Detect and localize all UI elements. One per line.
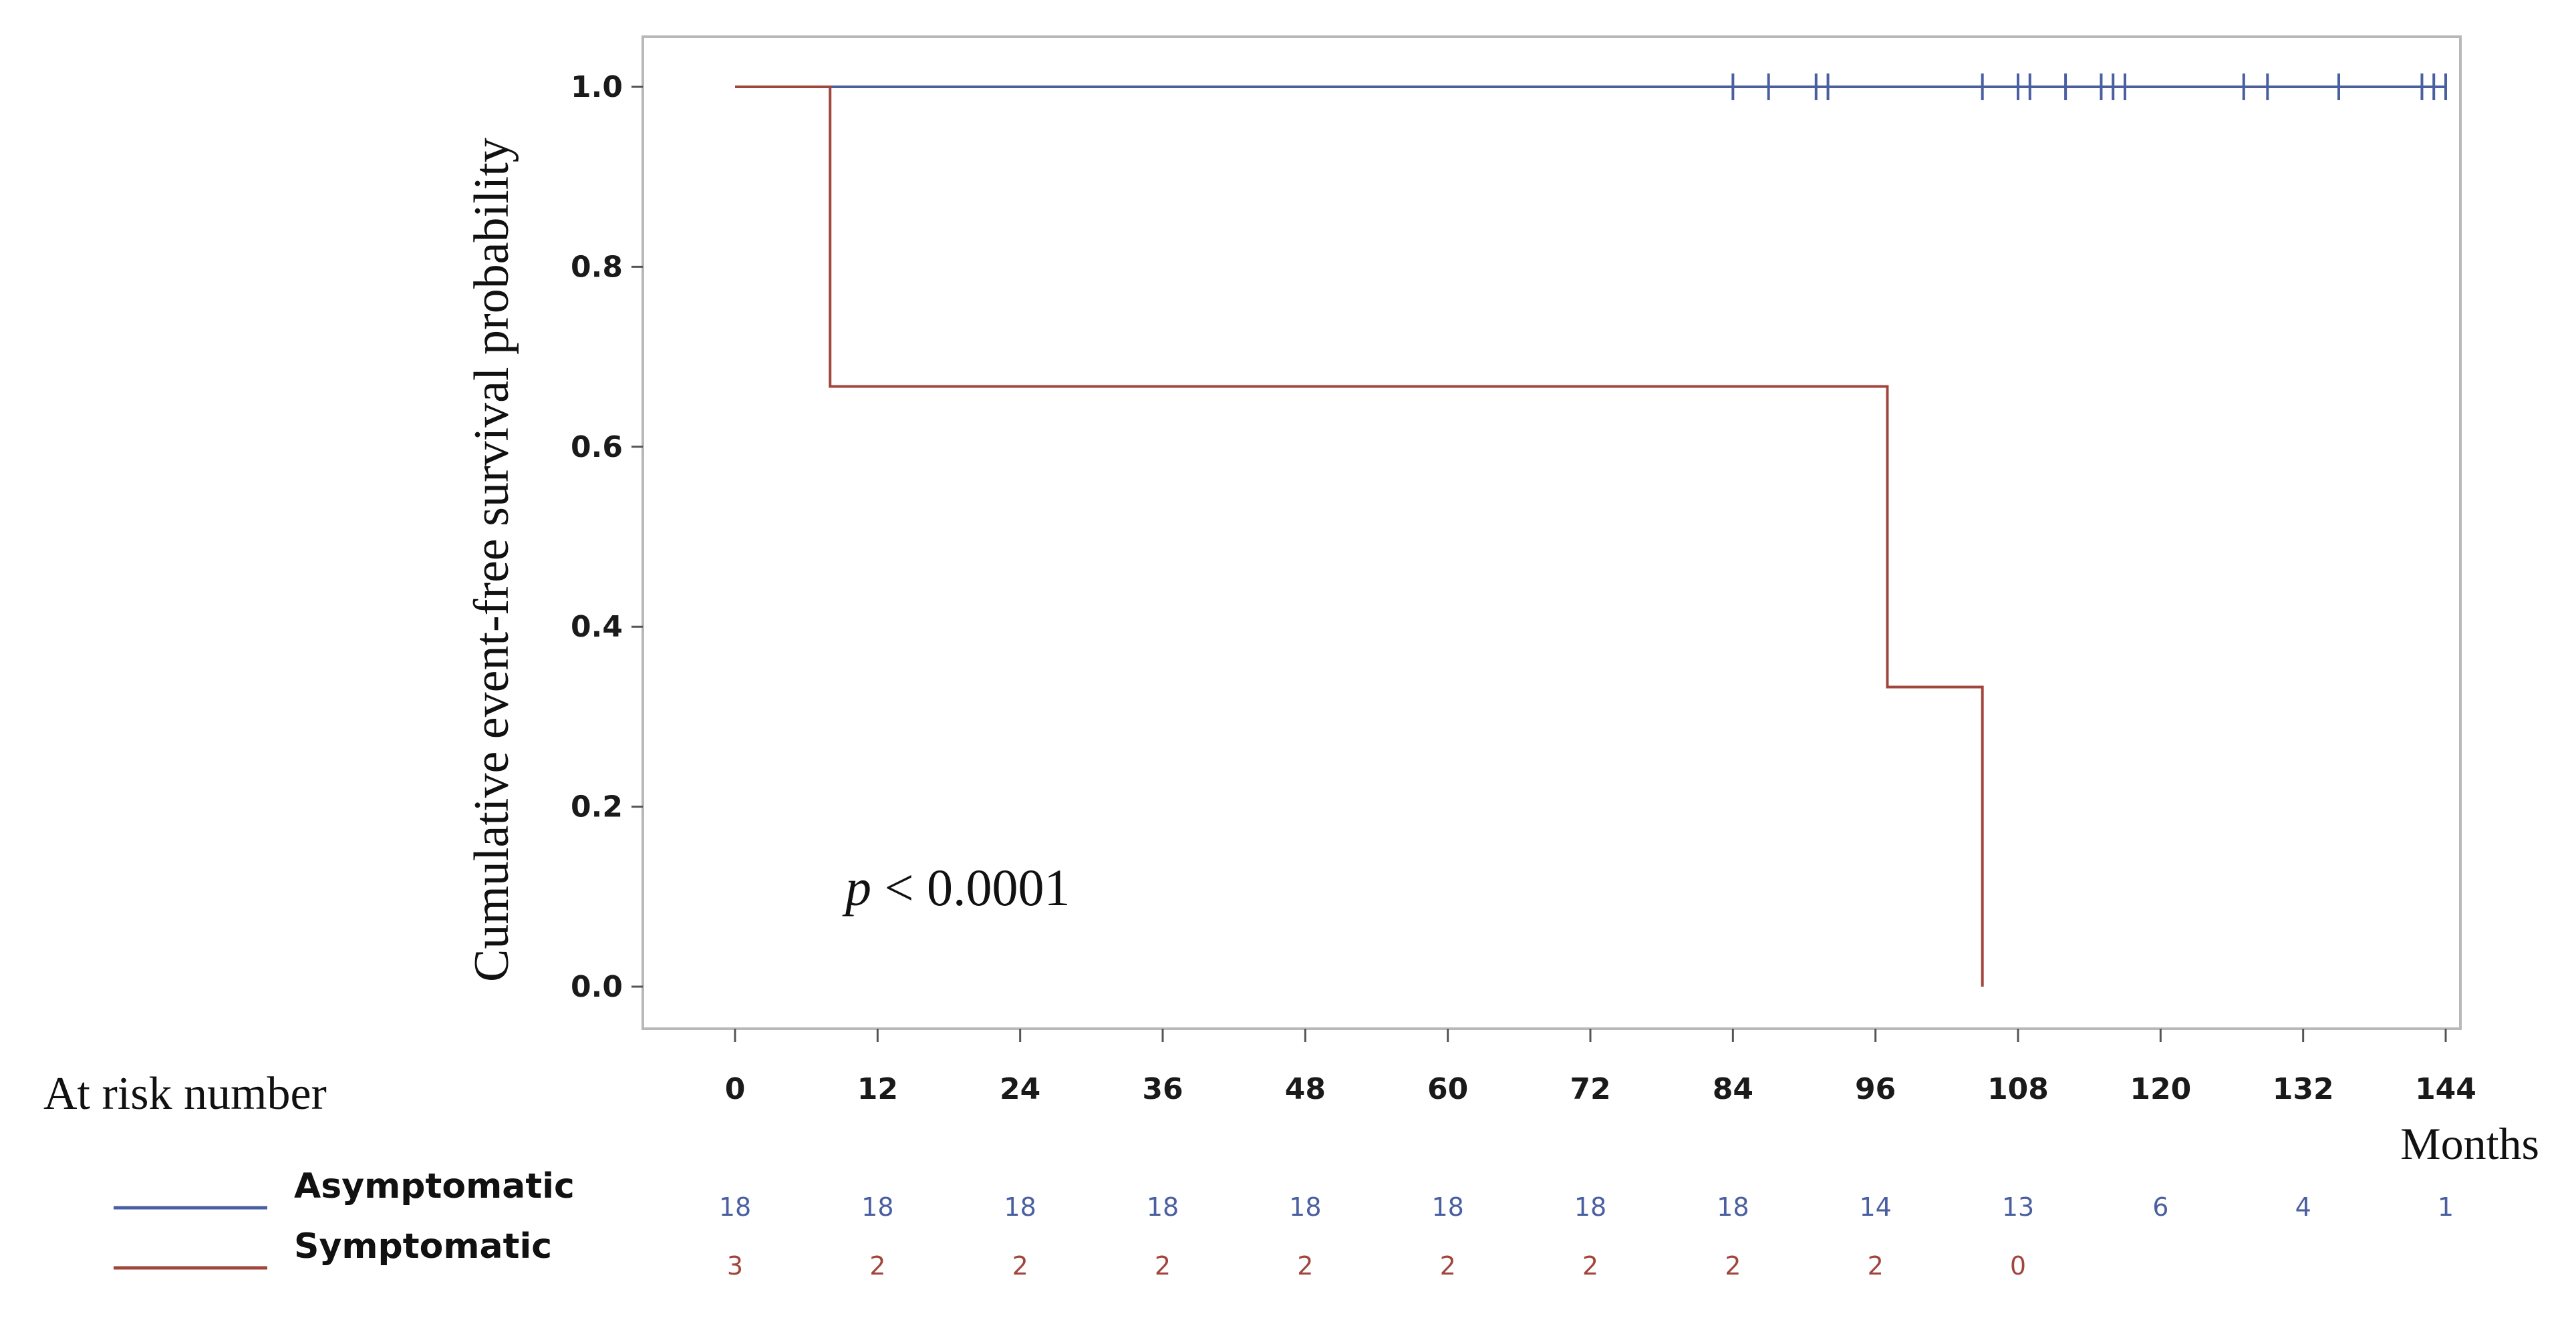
at-risk-symptomatic: 2 (1297, 1251, 1313, 1281)
x-tick-label: 72 (1570, 1072, 1610, 1106)
x-tick-label: 60 (1427, 1072, 1468, 1106)
x-tick-label: 0 (725, 1072, 746, 1106)
x-axis: 0 12 24 36 48 60 72 84 96 108 120 132 144 (725, 1029, 2476, 1106)
x-tick-label: 120 (2130, 1072, 2191, 1106)
risk-table: 18 18 18 18 18 18 18 18 14 13 6 4 13 2 2 2 2 2 2 2 2 0 (719, 1192, 2454, 1281)
at-risk-asymptomatic: 18 (1147, 1192, 1179, 1222)
legend-label-asymptomatic: Asymptomatic (294, 1166, 575, 1206)
y-axis: 0.0 0.2 0.4 0.6 0.8 1.0 (571, 70, 643, 1004)
risk-table-title: At risk number (43, 1068, 327, 1120)
at-risk-symptomatic: 2 (1155, 1251, 1171, 1281)
at-risk-symptomatic: 2 (1868, 1251, 1884, 1281)
x-tick-label: 48 (1285, 1072, 1326, 1106)
at-risk-asymptomatic: 18 (1431, 1192, 1463, 1222)
x-axis-title: Months (2400, 1118, 2539, 1169)
x-tick-label: 132 (2273, 1072, 2334, 1106)
at-risk-symptomatic: 2 (1582, 1251, 1598, 1281)
at-risk-asymptomatic: 1 (2438, 1192, 2454, 1222)
x-tick-label: 108 (1987, 1072, 2049, 1106)
series-line-symptomatic (735, 86, 1984, 987)
p-value-text: < 0.0001 (871, 858, 1070, 917)
at-risk-asymptomatic: 14 (1859, 1192, 1891, 1222)
at-risk-asymptomatic: 18 (1574, 1192, 1606, 1222)
y-axis-title: Cumulative event-free survival probabili… (464, 138, 519, 982)
at-risk-symptomatic: 0 (2010, 1251, 2026, 1281)
at-risk-asymptomatic: 18 (1004, 1192, 1036, 1222)
y-tick-label: 0.2 (571, 790, 623, 824)
at-risk-asymptomatic: 13 (2002, 1192, 2034, 1222)
y-tick-label: 0.6 (571, 430, 623, 464)
y-tick-label: 1.0 (571, 70, 623, 104)
at-risk-symptomatic: 2 (1012, 1251, 1028, 1281)
y-tick-label: 0.8 (571, 250, 623, 284)
at-risk-asymptomatic: 18 (1289, 1192, 1321, 1222)
y-tick-label: 0.0 (571, 970, 623, 1004)
at-risk-symptomatic: 3 (727, 1251, 743, 1281)
at-risk-symptomatic: 2 (1725, 1251, 1741, 1281)
x-tick-label: 24 (1000, 1072, 1040, 1106)
plot-frame (641, 35, 2462, 1030)
x-tick-label: 12 (857, 1072, 898, 1106)
series-layer (735, 73, 2447, 987)
p-value-annotation: p < 0.0001 (842, 858, 1070, 917)
at-risk-asymptomatic: 6 (2152, 1192, 2168, 1222)
y-tick-label: 0.4 (571, 610, 623, 644)
at-risk-asymptomatic: 4 (2295, 1192, 2311, 1222)
x-tick-label: 96 (1855, 1072, 1896, 1106)
x-tick-label: 36 (1142, 1072, 1183, 1106)
x-tick-label: 84 (1713, 1072, 1753, 1106)
legend-label-symptomatic: Symptomatic (294, 1226, 552, 1267)
x-tick-label: 144 (2415, 1072, 2476, 1106)
at-risk-asymptomatic: 18 (719, 1192, 751, 1222)
at-risk-asymptomatic: 18 (1717, 1192, 1749, 1222)
at-risk-symptomatic: 2 (1440, 1251, 1456, 1281)
legend: Asymptomatic Symptomatic (114, 1166, 575, 1270)
at-risk-asymptomatic: 18 (861, 1192, 893, 1222)
p-value-symbol: p (842, 858, 871, 917)
at-risk-symptomatic: 2 (869, 1251, 885, 1281)
